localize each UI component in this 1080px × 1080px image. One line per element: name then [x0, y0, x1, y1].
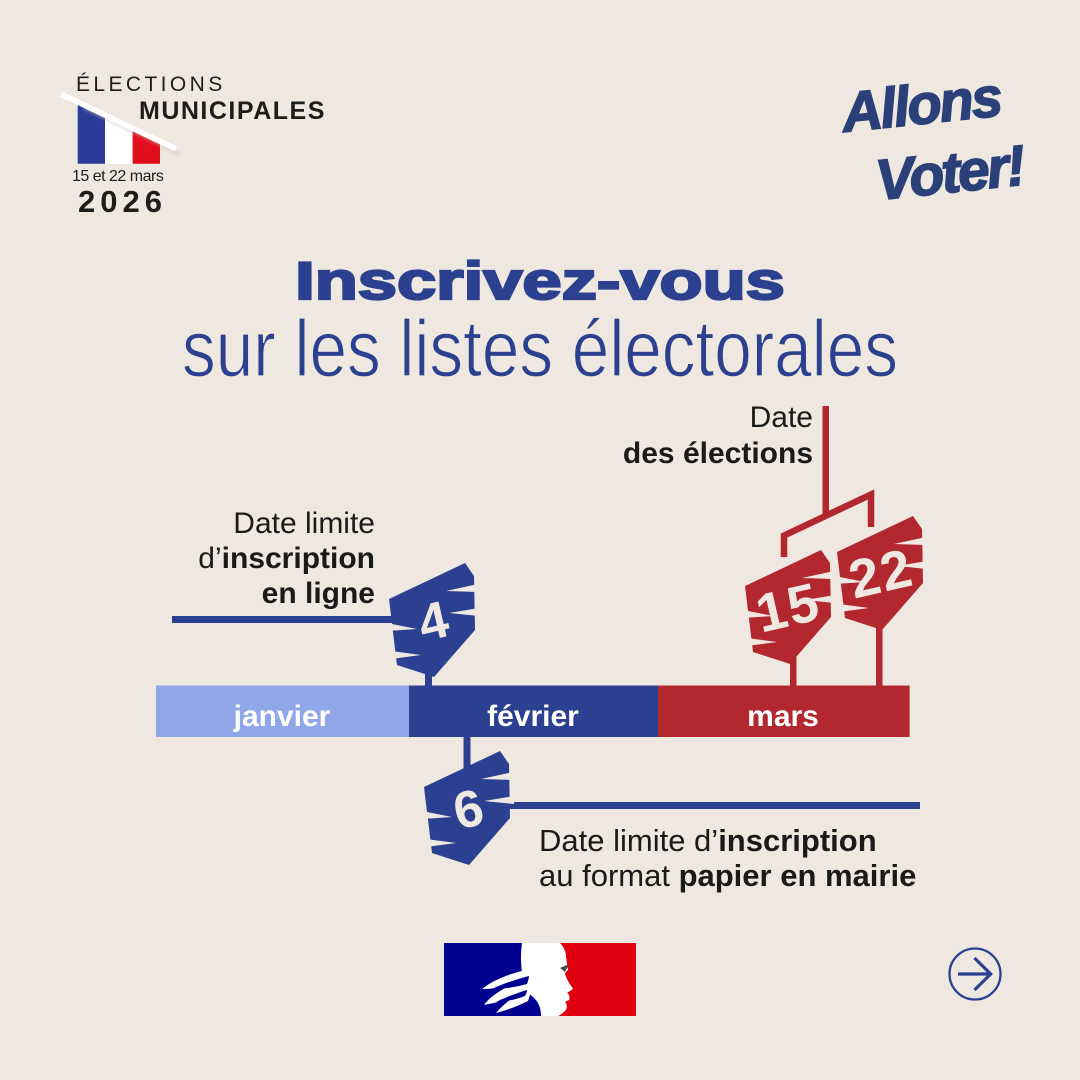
- svg-text:février: février: [487, 700, 579, 733]
- svg-text:janvier: janvier: [233, 700, 331, 733]
- svg-text:22: 22: [843, 538, 919, 611]
- svg-text:mars: mars: [747, 700, 819, 733]
- svg-text:15: 15: [750, 572, 826, 645]
